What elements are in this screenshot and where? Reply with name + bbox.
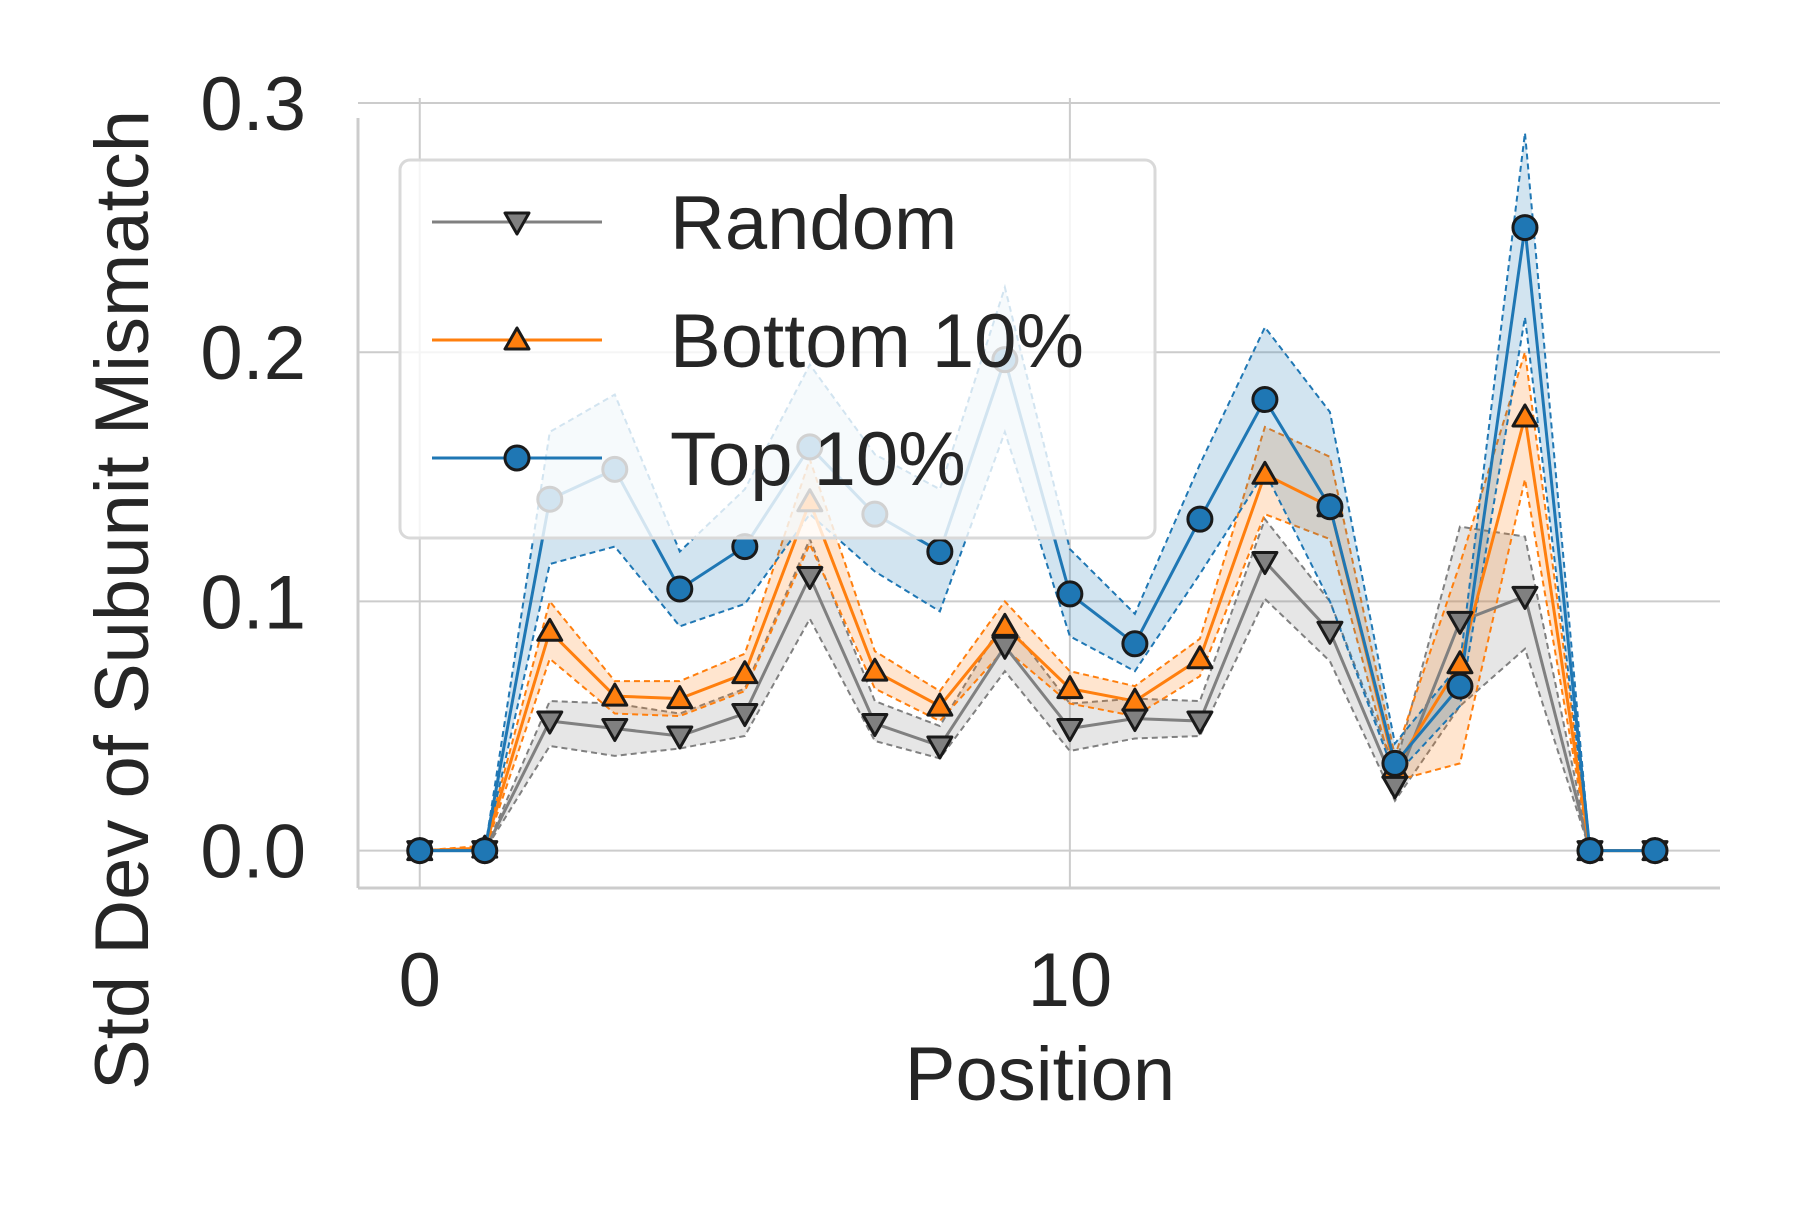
random-band — [419, 519, 1655, 851]
random-point — [796, 565, 824, 590]
y-axis-label: Std Dev of Subunit Mismatch — [80, 110, 165, 1090]
top-10-point — [1121, 630, 1149, 658]
bottom-10-point — [536, 617, 564, 642]
random-point — [1056, 718, 1084, 743]
bottom-10-point — [666, 685, 694, 710]
legend-random-label: Random — [670, 181, 957, 266]
top-10-point — [926, 538, 954, 566]
bottom-10-point — [601, 682, 629, 707]
random-point — [1251, 551, 1279, 576]
top-10-point — [471, 837, 499, 865]
top-10-band-lower — [419, 317, 1655, 852]
random-point — [1446, 610, 1474, 635]
bottom-10-point — [861, 657, 889, 682]
top-10-point — [1381, 749, 1409, 777]
random-point — [861, 713, 889, 738]
legend-box — [398, 158, 1157, 540]
bottom-10-point — [1186, 645, 1214, 670]
x-tick-label: 0 — [399, 938, 441, 1023]
top-10-point — [1446, 672, 1474, 700]
bottom-10-band — [419, 352, 1655, 851]
x-tick-label: 10 — [1028, 938, 1113, 1023]
legend-bottom-10-label: Bottom 10% — [670, 299, 1084, 384]
y-tick-label: 0.1 — [200, 560, 306, 645]
top-10-point — [1316, 493, 1344, 521]
x-axis-label: Position — [905, 1032, 1175, 1117]
y-tick-label: 0.2 — [200, 311, 306, 396]
top-10-point — [666, 575, 694, 603]
bottom-10-point — [991, 612, 1019, 637]
y-tick-label: 0.0 — [200, 810, 306, 895]
legend-top-10-marker — [503, 444, 531, 472]
random-point — [601, 718, 629, 743]
legend-random-marker — [503, 211, 531, 236]
random-point — [1511, 585, 1539, 610]
tick-labels: 0.0 0.1 0.2 0.3 0 10 — [200, 62, 1112, 1023]
top-10-point — [406, 837, 434, 865]
top-10-point — [1511, 214, 1539, 242]
top-10-point — [1056, 580, 1084, 608]
top-10-point — [1641, 837, 1669, 865]
random-point — [1316, 620, 1344, 645]
random-point — [666, 725, 694, 750]
y-tick-label: 0.3 — [200, 62, 306, 147]
bottom-10-point — [1121, 687, 1149, 712]
legend-item-random: Random — [432, 181, 957, 266]
bottom-10-band-lower — [419, 479, 1655, 852]
bottom-10-point — [1511, 403, 1539, 428]
random-point — [536, 710, 564, 735]
top-10-point — [1251, 386, 1279, 414]
legend-top-10-label: Top 10% — [670, 417, 966, 502]
bottom-10-point — [1251, 460, 1279, 485]
top-10-point — [1576, 837, 1604, 865]
legend: Random Bottom 10% Top 10% — [398, 158, 1157, 540]
legend-bottom-10-marker — [503, 326, 531, 351]
bottom-10-point — [731, 660, 759, 685]
random-band-lower — [419, 597, 1655, 852]
random-line — [419, 558, 1655, 853]
top-10-point — [1186, 505, 1214, 533]
axes-spines — [356, 118, 1720, 890]
random-point — [926, 735, 954, 760]
bottom-10-band-upper — [419, 351, 1655, 852]
random-point — [1186, 710, 1214, 735]
legend-item-top-10: Top 10% — [432, 417, 966, 502]
bottom-10-point — [1056, 675, 1084, 700]
legend-item-bottom-10: Bottom 10% — [432, 299, 1084, 384]
bottom-10-point — [926, 692, 954, 717]
random-point — [991, 635, 1019, 660]
random-point — [731, 703, 759, 728]
